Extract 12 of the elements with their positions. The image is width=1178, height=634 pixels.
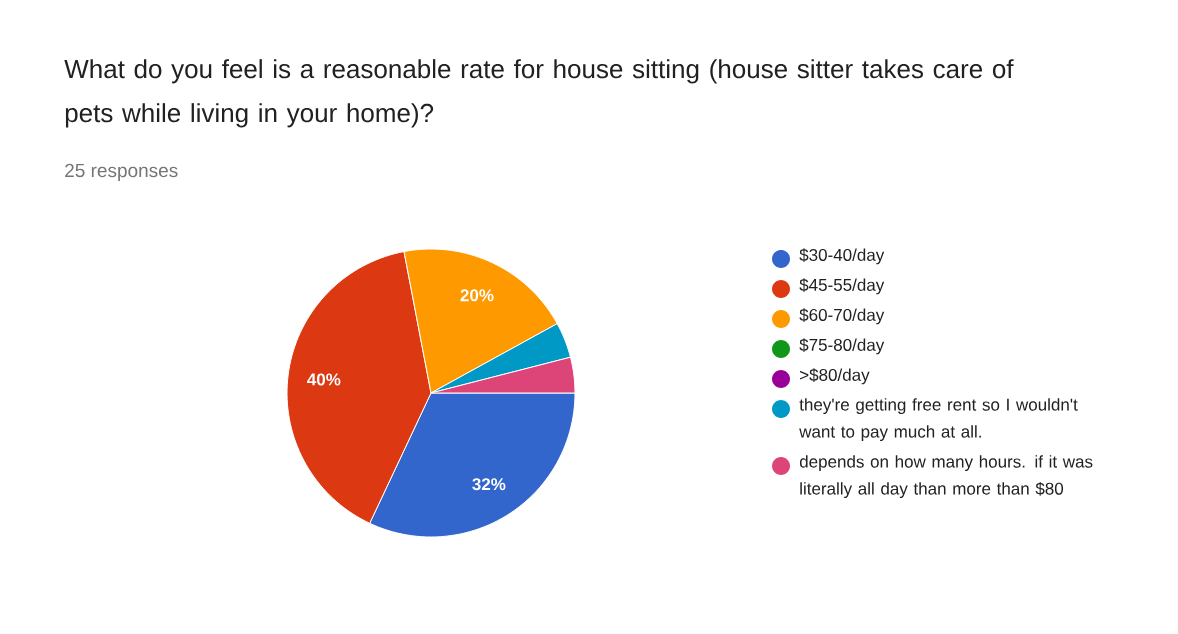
legend-label: depends on how many hours. if it was literally all day than more than $80	[799, 455, 1093, 499]
data-label: 20%	[460, 289, 494, 302]
legend-label: they're getting free rent so I wouldn't want to pay much at all.	[799, 398, 1078, 442]
text: 25 responses	[65, 163, 178, 181]
legend-label: $45-55/day	[799, 278, 885, 295]
data-label: 40%	[307, 373, 341, 386]
legend-label: >$80/day	[800, 368, 870, 385]
data-label: 32%	[472, 478, 506, 491]
legend-label: $75-80/day	[799, 338, 885, 355]
legend-label: $60-70/day	[799, 308, 885, 325]
legend-label: $30-40/day	[799, 248, 885, 265]
chart-title: What do you feel is a reasonable rate for house sitting (house sitter takes care of pets while living in your home)?	[64, 59, 1014, 128]
